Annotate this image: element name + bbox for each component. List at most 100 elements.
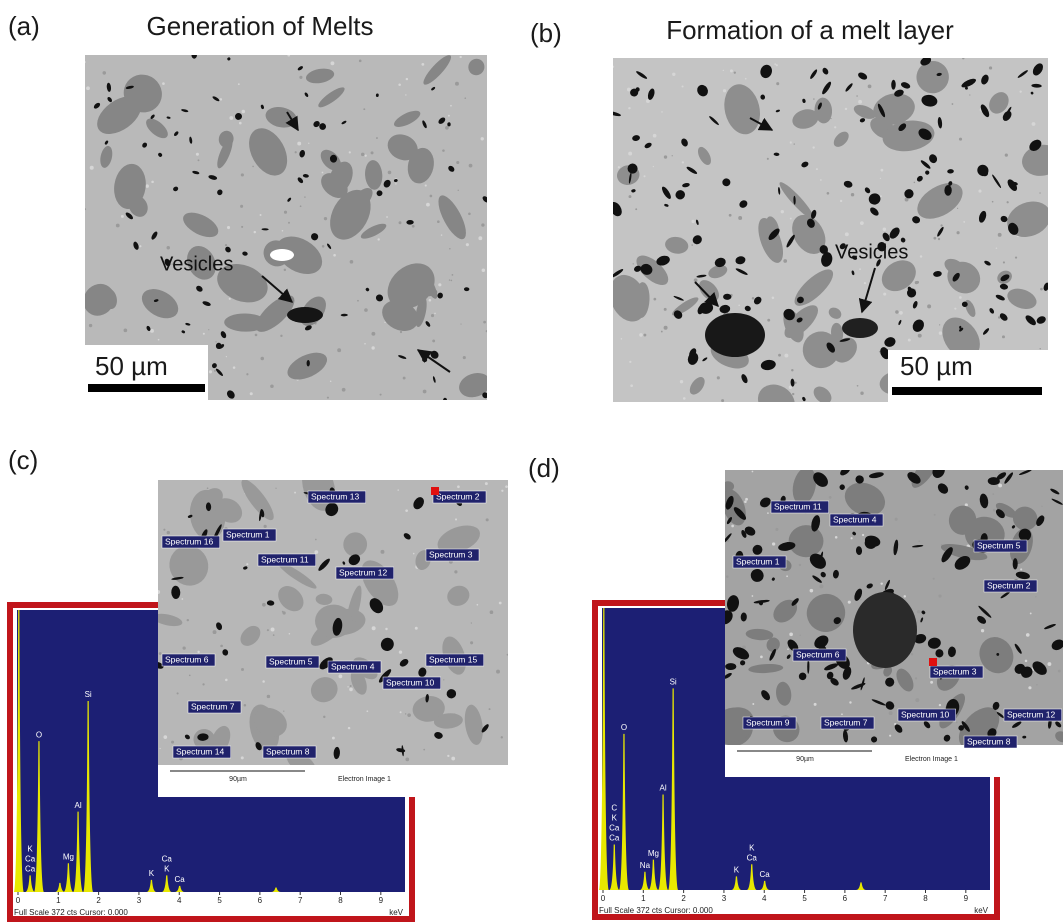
speckle xyxy=(880,178,881,179)
peak-label: K xyxy=(749,843,755,852)
speckle xyxy=(1030,612,1032,614)
speckle xyxy=(485,482,488,485)
speckle xyxy=(121,215,124,218)
speckle xyxy=(723,89,726,92)
speckle xyxy=(458,190,459,191)
marker xyxy=(431,487,439,495)
speckle xyxy=(322,172,324,174)
speckle xyxy=(791,369,793,371)
speckle xyxy=(752,297,755,300)
speckle xyxy=(860,221,864,225)
speckle xyxy=(241,668,244,671)
speckle xyxy=(365,155,367,157)
speckle xyxy=(957,231,960,234)
speckle xyxy=(386,216,388,218)
peak-label: Ca xyxy=(25,864,36,873)
vesicle xyxy=(705,313,765,357)
speckle xyxy=(372,626,376,630)
scale-label: 50 µm xyxy=(900,351,973,381)
speckle xyxy=(342,388,346,392)
peak-label: Ca xyxy=(175,875,186,884)
panel-label: (c) xyxy=(8,445,38,475)
speckle xyxy=(177,692,179,694)
speckle xyxy=(241,756,244,759)
speckle xyxy=(691,220,694,223)
speckle xyxy=(859,268,861,270)
speckle xyxy=(653,298,656,301)
speckle xyxy=(933,237,936,240)
speckle xyxy=(167,531,170,534)
spectrum-tag-label: Spectrum 1 xyxy=(736,556,780,566)
panel-label: (b) xyxy=(530,18,562,48)
speckle xyxy=(267,695,270,698)
peak-label: Ca xyxy=(162,854,173,863)
speckle xyxy=(167,246,170,249)
speckle xyxy=(405,757,409,761)
speckle xyxy=(441,234,442,235)
x-tick-label: 2 xyxy=(96,896,101,905)
spectrum-tag-label: Spectrum 12 xyxy=(1007,709,1055,719)
speckle xyxy=(734,72,736,74)
speckle xyxy=(998,472,1000,474)
speckle xyxy=(400,331,402,333)
speckle xyxy=(981,629,984,632)
speckle xyxy=(163,529,165,531)
speckle xyxy=(244,704,247,707)
speckle xyxy=(496,670,500,674)
x-tick-label: 0 xyxy=(16,896,21,905)
speckle xyxy=(767,319,770,322)
speckle xyxy=(880,169,883,172)
speckle xyxy=(376,137,378,139)
peak-label: Ca xyxy=(609,834,620,843)
speckle xyxy=(260,214,262,216)
spectrum-tag-label: Spectrum 5 xyxy=(977,540,1021,550)
speckle xyxy=(664,326,668,330)
speckle xyxy=(760,656,763,659)
speckle xyxy=(280,335,282,337)
speckle xyxy=(835,536,838,539)
speckle xyxy=(229,298,231,300)
caption: Electron Image 1 xyxy=(338,776,391,783)
speckle xyxy=(202,683,204,685)
speckle xyxy=(262,603,266,607)
speckle xyxy=(282,230,284,232)
speckle xyxy=(478,236,482,240)
speckle xyxy=(455,518,457,520)
speckle xyxy=(363,108,365,110)
speckle xyxy=(267,629,269,631)
speckle xyxy=(776,64,778,66)
speckle xyxy=(466,243,469,246)
speckle xyxy=(789,633,793,637)
speckle xyxy=(364,343,366,345)
speckle xyxy=(629,195,632,198)
speckle xyxy=(880,195,882,197)
speckle xyxy=(857,385,859,387)
speckle xyxy=(250,392,253,395)
spectrum-tag-label: Spectrum 5 xyxy=(269,656,313,666)
speckle xyxy=(860,599,862,601)
speckle xyxy=(1020,568,1022,570)
speckle xyxy=(731,525,734,528)
speckle xyxy=(89,324,92,327)
speckle xyxy=(349,151,351,153)
peak-label: Ca xyxy=(609,824,620,833)
speckle xyxy=(246,373,248,375)
speckle xyxy=(331,61,335,65)
speckle xyxy=(664,155,667,158)
speckle xyxy=(197,651,199,653)
speckle xyxy=(998,233,1002,237)
speckle xyxy=(927,304,931,308)
speckle xyxy=(799,635,800,636)
speckle xyxy=(284,269,286,271)
speckle xyxy=(794,143,795,144)
speckle xyxy=(171,741,174,744)
speckle xyxy=(450,105,452,107)
spectrum-tag-label: Spectrum 10 xyxy=(386,677,434,687)
speckle xyxy=(423,749,425,751)
speckle xyxy=(501,490,503,492)
speckle xyxy=(415,627,418,630)
speckle xyxy=(643,334,646,337)
spectrum-tag-label: Spectrum 9 xyxy=(746,717,790,727)
speckle xyxy=(889,735,891,737)
speckle xyxy=(856,95,858,97)
